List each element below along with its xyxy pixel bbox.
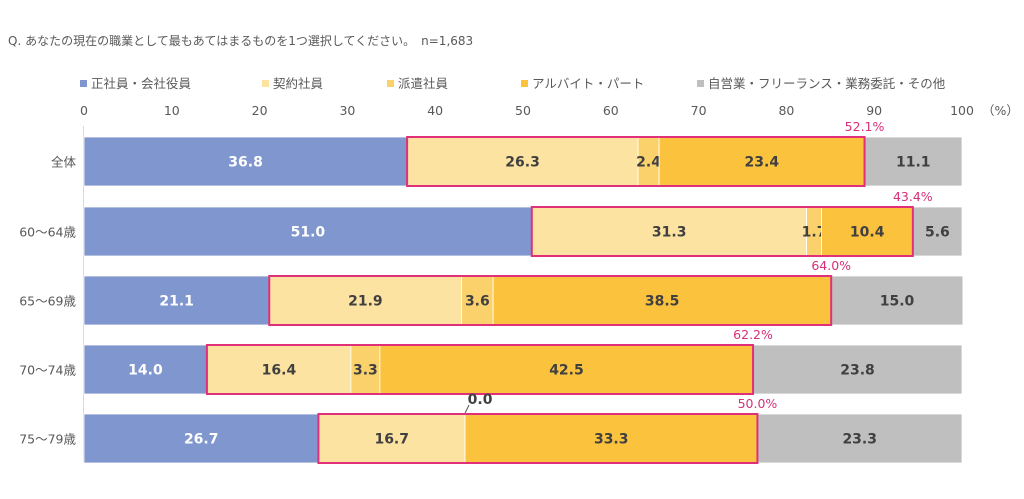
- bar-segment: [268, 275, 462, 326]
- bar-segment: [757, 413, 963, 464]
- bar-segment: [83, 206, 533, 257]
- data-label: 1.7: [802, 225, 827, 241]
- data-label: 23.3: [842, 432, 877, 448]
- data-label: 23.4: [745, 155, 780, 171]
- highlight-total-label: 62.2%: [733, 327, 773, 342]
- x-tick-label: 20: [252, 103, 268, 118]
- data-label: 21.1: [159, 294, 194, 310]
- data-label: 33.3: [594, 432, 629, 448]
- data-label: 26.3: [505, 155, 540, 171]
- bar-segment: [83, 136, 408, 187]
- legend: 正社員・会社役員 契約社員 派遣社員 アルバイト・パート 自営業・フリーランス・業務委託…: [80, 76, 946, 91]
- legend-label-2: 契約社員: [273, 76, 324, 91]
- highlight-box: [268, 275, 833, 326]
- x-tick-label: 10: [164, 103, 180, 118]
- data-label: 3.3: [353, 363, 378, 379]
- x-tick-label: 40: [427, 103, 443, 118]
- x-axis-unit-label: （%）: [982, 103, 1019, 118]
- highlight-box: [530, 206, 914, 257]
- data-label: 14.0: [128, 363, 163, 379]
- data-label: 26.7: [184, 432, 219, 448]
- data-label: 10.4: [850, 225, 885, 241]
- bar-segment: [912, 206, 963, 257]
- x-tick-label: 100: [950, 103, 974, 118]
- bar-segment: [318, 413, 466, 464]
- data-label: 42.5: [549, 363, 584, 379]
- x-tick-label: 50: [515, 103, 531, 118]
- x-axis-ticks: 0 10 20 30 40 50 60 70 80 90 100: [80, 103, 974, 118]
- data-label: 23.8: [840, 363, 875, 379]
- data-label: 16.4: [262, 363, 297, 379]
- legend-swatch-4: [521, 80, 528, 87]
- highlight-total-label: 52.1%: [845, 119, 885, 134]
- x-tick-label: 30: [339, 103, 355, 118]
- highlight-box: [406, 136, 866, 187]
- category-label: 70～74歳: [19, 363, 76, 378]
- highlight-total-label: 50.0%: [738, 396, 778, 411]
- legend-swatch-3: [387, 80, 394, 87]
- legend-label-4: アルバイト・パート: [532, 76, 644, 91]
- data-label: 5.6: [925, 225, 950, 241]
- highlight-box: [317, 413, 759, 464]
- data-label: 51.0: [291, 225, 326, 241]
- data-label-leader: [464, 404, 470, 414]
- legend-label-3: 派遣社員: [398, 76, 449, 91]
- x-tick-label: 70: [691, 103, 707, 118]
- data-label: 16.7: [374, 432, 409, 448]
- data-label: 3.6: [465, 294, 490, 310]
- highlight-total-label: 43.4%: [893, 189, 933, 204]
- data-label: 31.3: [652, 225, 687, 241]
- bar-segment: [350, 344, 381, 395]
- highlight-box: [205, 344, 755, 395]
- highlight-total-label: 64.0%: [811, 258, 851, 273]
- x-tick-label: 90: [866, 103, 882, 118]
- bars: 36.8 26.3 2.4 23.4 11.1 52.1% 51.0 31.3 1.7 10.4 5…: [83, 119, 964, 464]
- bar-segment: [830, 275, 964, 326]
- legend-swatch-5: [697, 80, 704, 87]
- legend-swatch-2: [262, 80, 269, 87]
- x-tick-label: 60: [603, 103, 619, 118]
- bar-segment: [83, 344, 208, 395]
- data-label: 21.9: [348, 294, 383, 310]
- x-tick-label: 0: [80, 103, 88, 118]
- question-title: Q. あなたの現在の職業として最もあてはまるものを1つ選択してください。 n=1…: [8, 34, 473, 48]
- bar-segment: [464, 413, 758, 464]
- data-label: 11.1: [896, 155, 931, 171]
- bar-segment: [83, 413, 319, 464]
- category-label: 75～79歳: [19, 432, 76, 447]
- category-label: 65～69歳: [19, 294, 76, 309]
- category-labels: 全体 60～64歳 65～69歳 70～74歳 75～79歳: [19, 155, 76, 447]
- category-label: 全体: [51, 155, 77, 170]
- legend-label-1: 正社員・会社役員: [91, 76, 192, 91]
- bar-segment: [83, 275, 270, 326]
- bar-segment: [658, 136, 865, 187]
- bar-segment: [492, 275, 832, 326]
- data-label: 0.0: [468, 392, 493, 408]
- data-label: 2.4: [636, 155, 661, 171]
- category-label: 60～64歳: [19, 225, 76, 240]
- data-label: 36.8: [228, 155, 263, 171]
- bar-segment: [821, 206, 914, 257]
- legend-label-5: 自営業・フリーランス・業務委託・その他: [708, 76, 946, 91]
- data-label: 38.5: [645, 294, 680, 310]
- bar-segment: [379, 344, 754, 395]
- legend-swatch-1: [80, 80, 87, 87]
- bar-segment: [406, 136, 639, 187]
- x-tick-label: 80: [778, 103, 794, 118]
- data-label: 15.0: [880, 294, 915, 310]
- bar-segment: [752, 344, 963, 395]
